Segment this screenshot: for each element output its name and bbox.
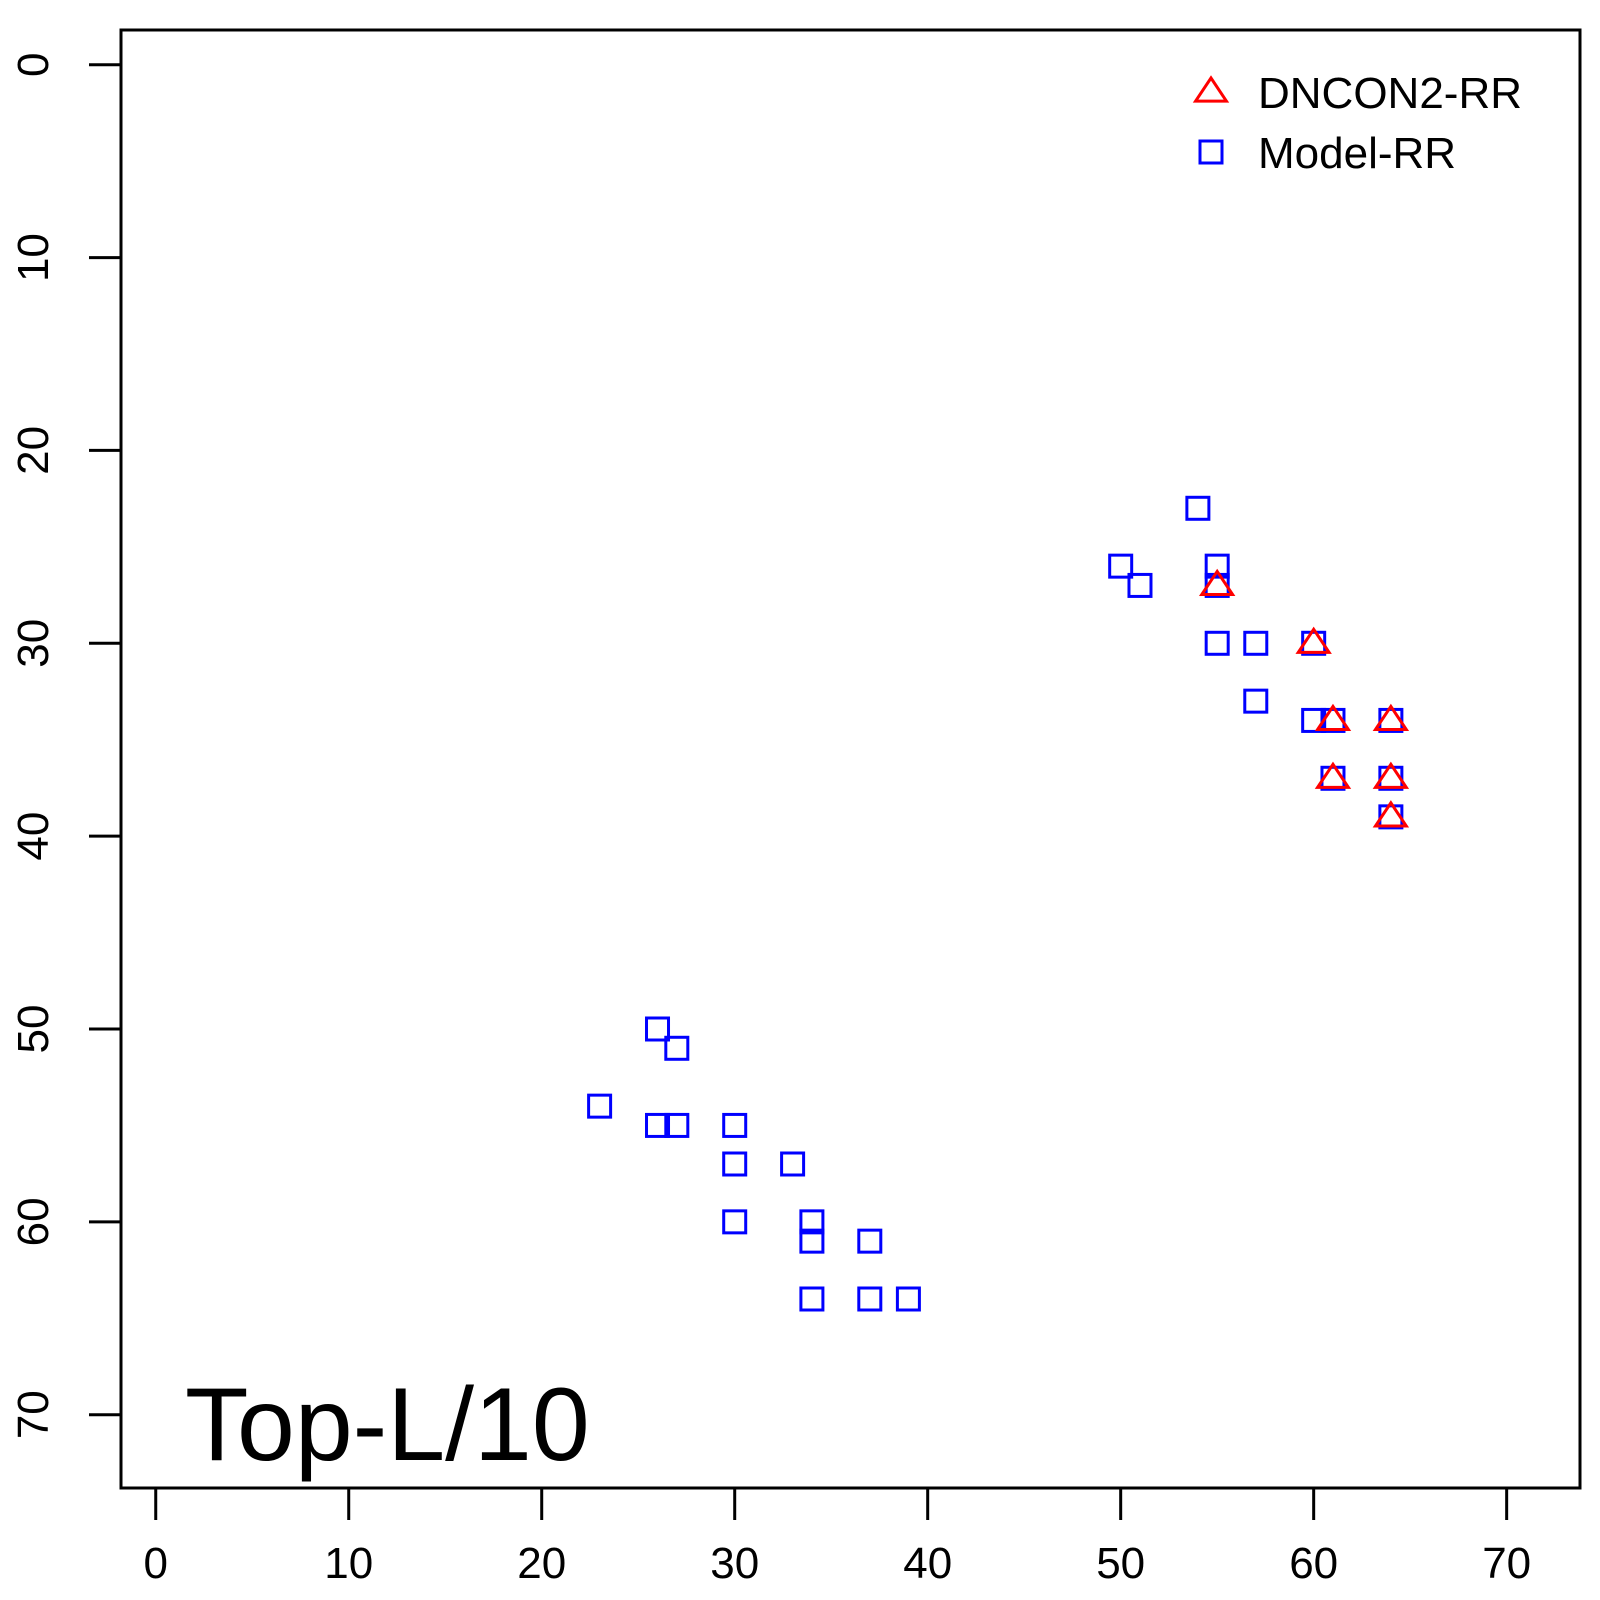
x-tick-label: 70 [1482,1539,1531,1588]
x-tick-label: 20 [517,1539,566,1588]
model-rr-point [664,1112,690,1138]
x-tick-label: 60 [1289,1539,1338,1588]
dncon2-rr-point [1198,568,1236,597]
plot-frame [119,28,1582,1490]
model-rr-point [1243,630,1269,656]
legend-label: DNCON2-RR [1258,69,1522,118]
dncon2-rr-point [1314,761,1352,789]
panel-annotation: Top-L/10 [185,1367,590,1483]
model-rr-point [780,1151,806,1177]
legend: DNCON2-RR Model-RR [1192,69,1522,178]
x-tick-label: 0 [143,1539,167,1588]
dncon2-rr-point [1372,800,1410,828]
x-tick-label: 40 [903,1539,952,1588]
series-dncon2-rr [1198,568,1410,828]
model-rr-point [645,1112,671,1138]
y-tick-label: 20 [9,426,58,475]
model-rr-point [722,1151,748,1177]
model-rr-point [722,1209,748,1235]
legend-label: Model-RR [1258,129,1456,178]
model-rr-point [645,1016,671,1042]
model-rr-point [799,1286,825,1312]
y-tick-label: 50 [9,1005,58,1054]
model-rr-point [1204,630,1230,656]
x-tick-label: 10 [324,1539,373,1588]
model-rr-point [895,1286,921,1312]
x-tick-label: 50 [1096,1539,1145,1588]
model-rr-point [1243,688,1269,714]
dncon2-rr-point [1314,703,1352,732]
x-axis: 0 10 20 30 40 50 60 70 [143,1488,1531,1588]
y-tick-label: 60 [9,1197,58,1246]
series-model-rr [587,495,1404,1312]
model-rr-point [1185,495,1211,521]
model-rr-point [587,1093,613,1119]
y-tick-label: 30 [9,619,58,668]
model-rr-point [857,1228,883,1254]
y-tick-label: 40 [9,812,58,861]
y-tick-label: 0 [9,52,58,76]
dncon2-rr-point [1295,626,1332,654]
dncon2-rr-point [1372,703,1410,732]
model-rr-point [799,1228,825,1254]
legend-marker-model-rr [1198,139,1224,165]
y-tick-label: 10 [9,233,58,282]
y-axis: 0 10 20 30 40 50 60 70 [9,52,121,1439]
model-rr-point [857,1286,883,1312]
model-rr-point [799,1209,825,1235]
model-rr-point [664,1035,690,1061]
model-rr-point [1108,553,1134,579]
model-rr-point [1204,553,1230,579]
dncon2-rr-point [1372,761,1410,789]
model-rr-point [1127,572,1153,598]
x-tick-label: 30 [710,1539,759,1588]
y-tick-label: 70 [9,1390,58,1439]
legend-marker-dncon2-rr [1192,75,1230,103]
model-rr-point [722,1112,748,1138]
